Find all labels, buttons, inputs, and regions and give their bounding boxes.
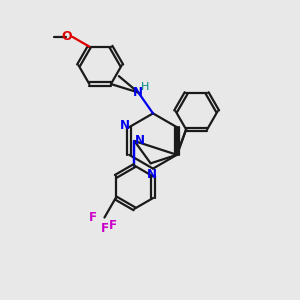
Text: F: F — [100, 222, 109, 236]
Text: N: N — [134, 86, 143, 99]
Text: H: H — [141, 82, 149, 92]
Text: F: F — [89, 211, 97, 224]
Text: N: N — [135, 134, 145, 148]
Text: N: N — [120, 119, 130, 132]
Text: N: N — [146, 167, 157, 181]
Text: O: O — [62, 30, 72, 44]
Text: F: F — [109, 219, 116, 232]
